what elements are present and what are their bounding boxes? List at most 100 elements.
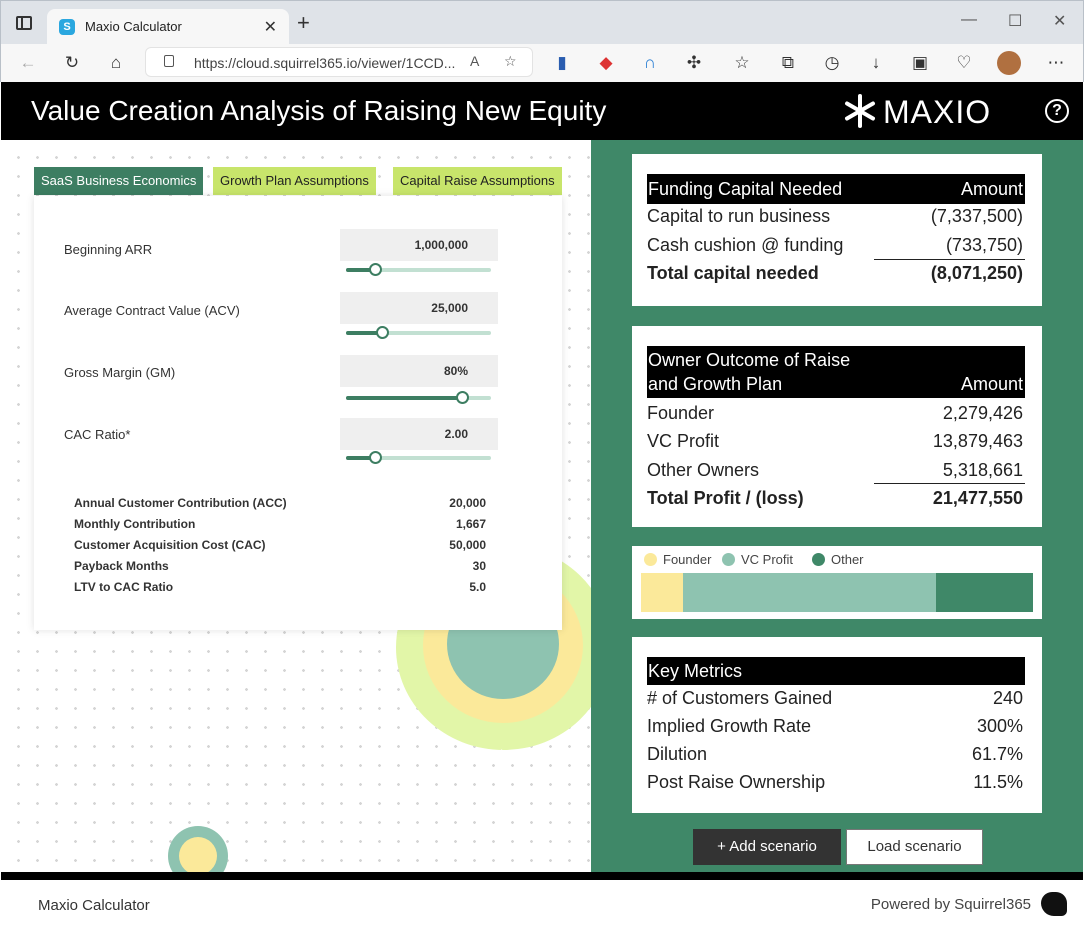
input-label: Gross Margin (GM)	[64, 365, 176, 380]
acv-input[interactable]: 25,000	[340, 292, 498, 324]
home-icon[interactable]: ⌂	[110, 53, 122, 72]
input-label: Average Contract Value (ACV)	[64, 303, 240, 318]
row-value: 13,879,463	[932, 431, 1023, 451]
close-window-icon[interactable]: ✕	[1053, 13, 1067, 30]
maxio-logo: MAXIO	[843, 94, 991, 131]
maximize-icon[interactable]: ☐	[1008, 13, 1023, 30]
squirrel-icon	[1041, 892, 1067, 916]
row-value: 11.5%	[973, 772, 1023, 792]
total-row: Total Profit / (loss) 21,477,550	[647, 488, 1023, 514]
metric-row: Annual Customer Contribution (ACC) 20,000	[74, 496, 486, 516]
table-row: VC Profit 13,879,463	[647, 431, 1023, 457]
back-icon[interactable]: ←	[19, 53, 37, 72]
help-icon[interactable]: ?	[1045, 99, 1069, 123]
table-row: Post Raise Ownership 11.5%	[647, 772, 1023, 798]
bar-segment-other	[935, 573, 1033, 612]
economics-card: Beginning ARR 1,000,000 Average Contract…	[34, 196, 562, 630]
row-label: Other Owners	[647, 460, 760, 480]
row-label: # of Customers Gained	[647, 688, 833, 708]
row-label: Capital to run business	[647, 206, 831, 226]
subtotal-line	[874, 259, 1025, 260]
metric-value: 30	[472, 559, 486, 573]
browser-tabbar: S Maxio Calculator ✕ + — ☐ ✕	[0, 0, 1084, 45]
row-value: 240	[992, 688, 1023, 708]
row-value: (733,750)	[945, 235, 1023, 255]
tab-saas-business-economics[interactable]: SaaS Business Economics	[34, 167, 204, 195]
metric-label: Annual Customer Contribution (ACC)	[74, 496, 287, 510]
row-value: 2,279,426	[942, 403, 1023, 423]
row-label: Dilution	[647, 744, 708, 764]
browser-essentials-icon[interactable]: ♡	[956, 53, 972, 72]
profile-avatar[interactable]	[997, 51, 1021, 75]
funding-header: Funding Capital Needed Amount	[647, 174, 1025, 204]
browser-toolbar: ← ↻ ⌂ https://cloud.squirrel365.io/viewe…	[0, 44, 1084, 82]
beginning-arr-input[interactable]: 1,000,000	[340, 229, 498, 261]
table-row: Dilution 61.7%	[647, 744, 1023, 770]
slider-thumb[interactable]	[369, 451, 382, 464]
slider-fill	[346, 396, 462, 400]
metric-row: LTV to CAC Ratio 5.0	[74, 580, 486, 600]
gross-margin-slider[interactable]	[346, 391, 491, 404]
footer-powered-by[interactable]: Powered by Squirrel365	[870, 896, 1031, 913]
metric-value: 50,000	[449, 538, 486, 552]
collections-icon[interactable]: ⧉	[781, 53, 795, 72]
shield-icon[interactable]: ◆	[599, 53, 613, 72]
history-icon[interactable]: ◷	[824, 53, 840, 72]
total-label: Total capital needed	[647, 263, 819, 283]
slider-fill	[346, 456, 375, 460]
table-row: # of Customers Gained 240	[647, 688, 1023, 714]
legend-label: Other	[831, 552, 864, 567]
read-aloud-icon[interactable]: A	[470, 53, 480, 69]
load-scenario-button[interactable]: Load scenario	[846, 829, 983, 865]
gross-margin-input[interactable]: 80%	[340, 355, 498, 387]
owner-header-line2: and Growth Plan	[648, 374, 783, 394]
stacked-bar	[641, 546, 1033, 619]
bar-segment-vc	[682, 573, 936, 612]
acv-slider[interactable]	[346, 326, 491, 339]
legend-dot	[812, 553, 825, 566]
address-bar[interactable]: https://cloud.squirrel365.io/viewer/1CCD…	[145, 47, 533, 77]
add-scenario-button[interactable]: + Add scenario	[693, 829, 841, 865]
extension-icon[interactable]: ▮	[557, 53, 567, 72]
tab-title: Maxio Calculator	[85, 19, 182, 34]
footer: Maxio Calculator Powered by Squirrel365	[1, 880, 1083, 928]
cac-ratio-input[interactable]: 2.00	[340, 418, 498, 450]
row-label: Post Raise Ownership	[647, 772, 826, 792]
slider-thumb[interactable]	[456, 391, 469, 404]
slider-thumb[interactable]	[369, 263, 382, 276]
metric-value: 20,000	[449, 496, 486, 510]
refresh-icon[interactable]: ↻	[64, 53, 80, 72]
lock-icon	[164, 55, 174, 67]
cac-ratio-slider[interactable]	[346, 451, 491, 464]
key-metrics-panel: Key Metrics # of Customers Gained 240 Imp…	[632, 637, 1042, 813]
footer-divider	[1, 872, 1083, 880]
footer-app-name: Maxio Calculator	[38, 897, 150, 914]
ownership-bar-panel: Founder VC Profit Other	[632, 546, 1042, 619]
metric-value: 1,667	[455, 517, 486, 531]
minimize-icon[interactable]: —	[961, 11, 977, 28]
funding-capital-panel: Funding Capital Needed Amount Capital to…	[632, 154, 1042, 306]
new-tab-icon[interactable]: +	[297, 10, 310, 35]
table-row: Implied Growth Rate 300%	[647, 716, 1023, 742]
favorites-icon[interactable]: ☆	[734, 53, 750, 72]
favorite-add-icon[interactable]: ☆	[504, 53, 517, 69]
download-icon[interactable]: ↓	[871, 53, 881, 72]
beginning-arr-slider[interactable]	[346, 263, 491, 276]
browser-tab[interactable]: S Maxio Calculator ✕	[47, 9, 289, 45]
metric-value: 5.0	[469, 580, 486, 594]
slider-fill	[346, 331, 383, 335]
extension-arc-icon[interactable]: ∩	[643, 53, 657, 72]
metric-label: LTV to CAC Ratio	[74, 580, 174, 594]
tab-growth-plan-assumptions[interactable]: Growth Plan Assumptions	[213, 167, 376, 195]
math-solver-icon[interactable]: ▣	[911, 53, 929, 72]
more-icon[interactable]: ⋯	[1047, 53, 1065, 72]
row-label: Cash cushion @ funding	[647, 235, 844, 255]
tab-close-icon[interactable]: ✕	[263, 19, 277, 36]
results-pane: Funding Capital Needed Amount Capital to…	[591, 140, 1083, 872]
tab-actions-icon[interactable]	[16, 16, 32, 30]
puzzle-icon[interactable]: ✣	[686, 53, 702, 72]
table-row: Capital to run business (7,337,500)	[647, 206, 1023, 232]
tab-capital-raise-assumptions[interactable]: Capital Raise Assumptions	[393, 167, 562, 195]
slider-thumb[interactable]	[376, 326, 390, 339]
legend-dot	[644, 553, 657, 566]
